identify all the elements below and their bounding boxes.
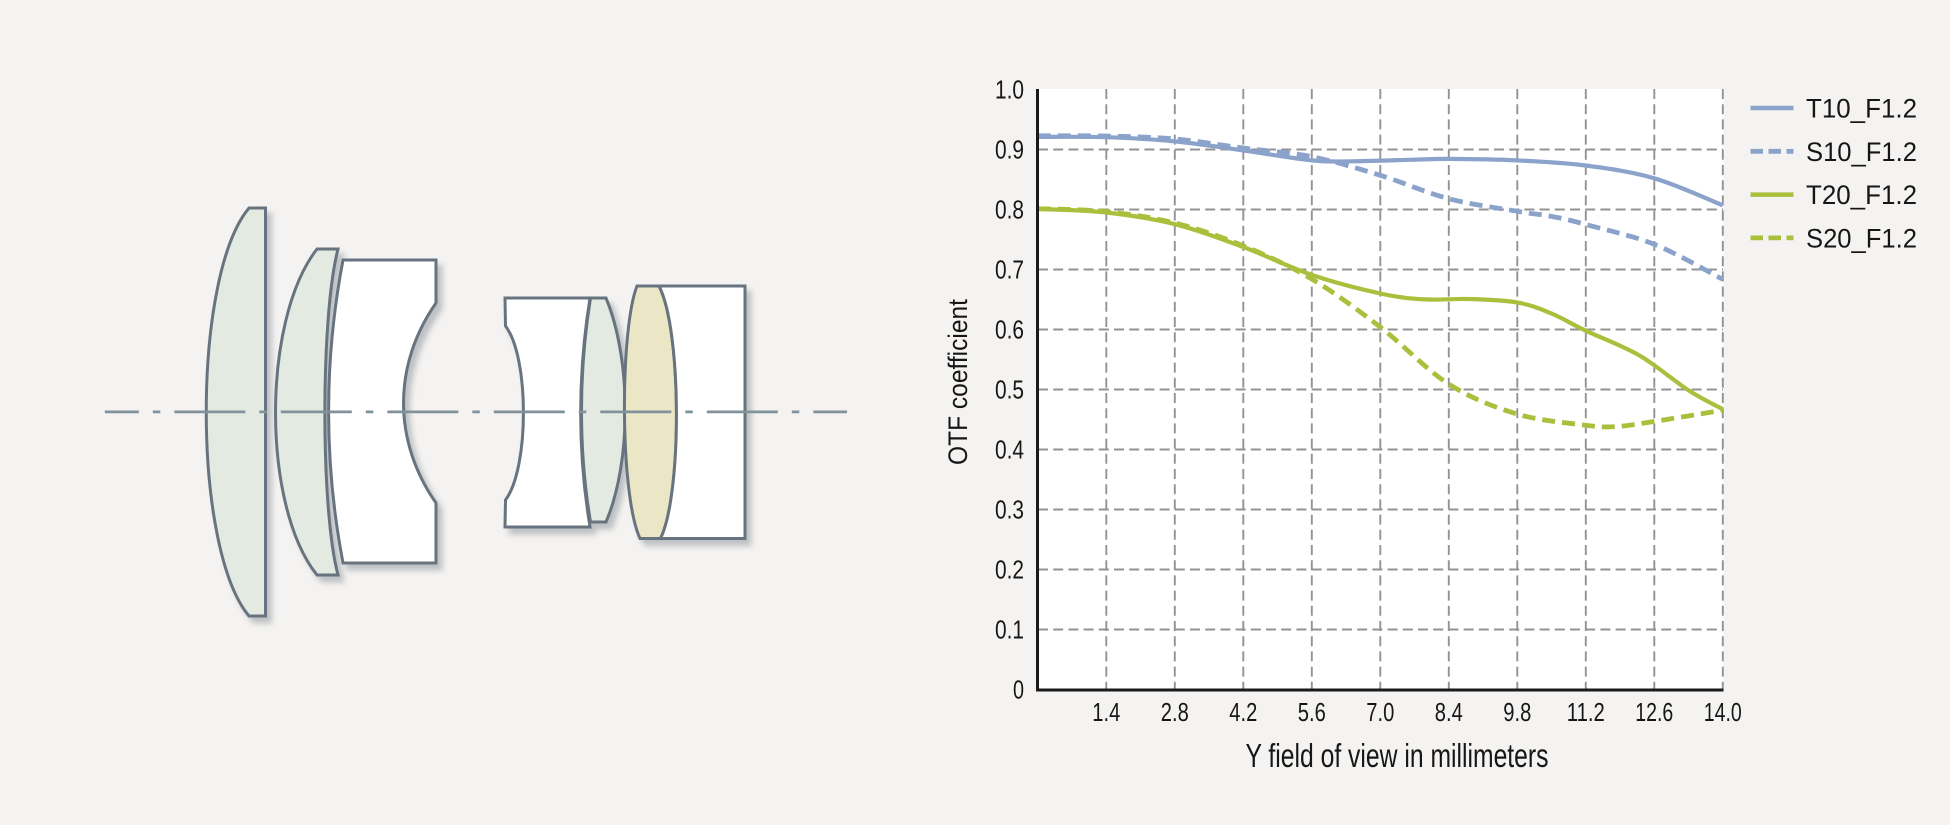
svg-text:T10_F1.2: T10_F1.2	[1806, 94, 1917, 124]
svg-text:S10_F1.2: S10_F1.2	[1806, 137, 1917, 167]
svg-text:11.2: 11.2	[1567, 697, 1605, 727]
svg-text:0.7: 0.7	[995, 255, 1024, 285]
svg-text:S20_F1.2: S20_F1.2	[1806, 223, 1917, 253]
svg-text:2.8: 2.8	[1161, 697, 1189, 727]
svg-text:0.1: 0.1	[995, 615, 1024, 645]
svg-text:1.0: 1.0	[995, 75, 1024, 105]
svg-text:1.4: 1.4	[1092, 697, 1120, 727]
svg-text:8.4: 8.4	[1435, 697, 1463, 727]
svg-text:0.8: 0.8	[995, 195, 1024, 225]
svg-text:0.3: 0.3	[995, 495, 1024, 525]
svg-text:12.6: 12.6	[1635, 697, 1673, 727]
svg-text:0.4: 0.4	[995, 435, 1024, 465]
svg-text:0.6: 0.6	[995, 315, 1024, 345]
svg-text:0.9: 0.9	[995, 135, 1024, 165]
svg-text:OTF coefficient: OTF coefficient	[943, 299, 973, 465]
svg-text:0: 0	[1013, 675, 1024, 705]
svg-text:14.0: 14.0	[1704, 697, 1742, 727]
svg-text:Y field of view in millimeters: Y field of view in millimeters	[1246, 737, 1549, 774]
svg-text:9.8: 9.8	[1503, 697, 1531, 727]
svg-text:T20_F1.2: T20_F1.2	[1806, 180, 1917, 210]
svg-text:4.2: 4.2	[1229, 697, 1257, 727]
svg-text:0.2: 0.2	[995, 555, 1024, 585]
svg-text:7.0: 7.0	[1366, 697, 1394, 727]
svg-text:5.6: 5.6	[1298, 697, 1326, 727]
svg-text:0.5: 0.5	[995, 375, 1024, 405]
